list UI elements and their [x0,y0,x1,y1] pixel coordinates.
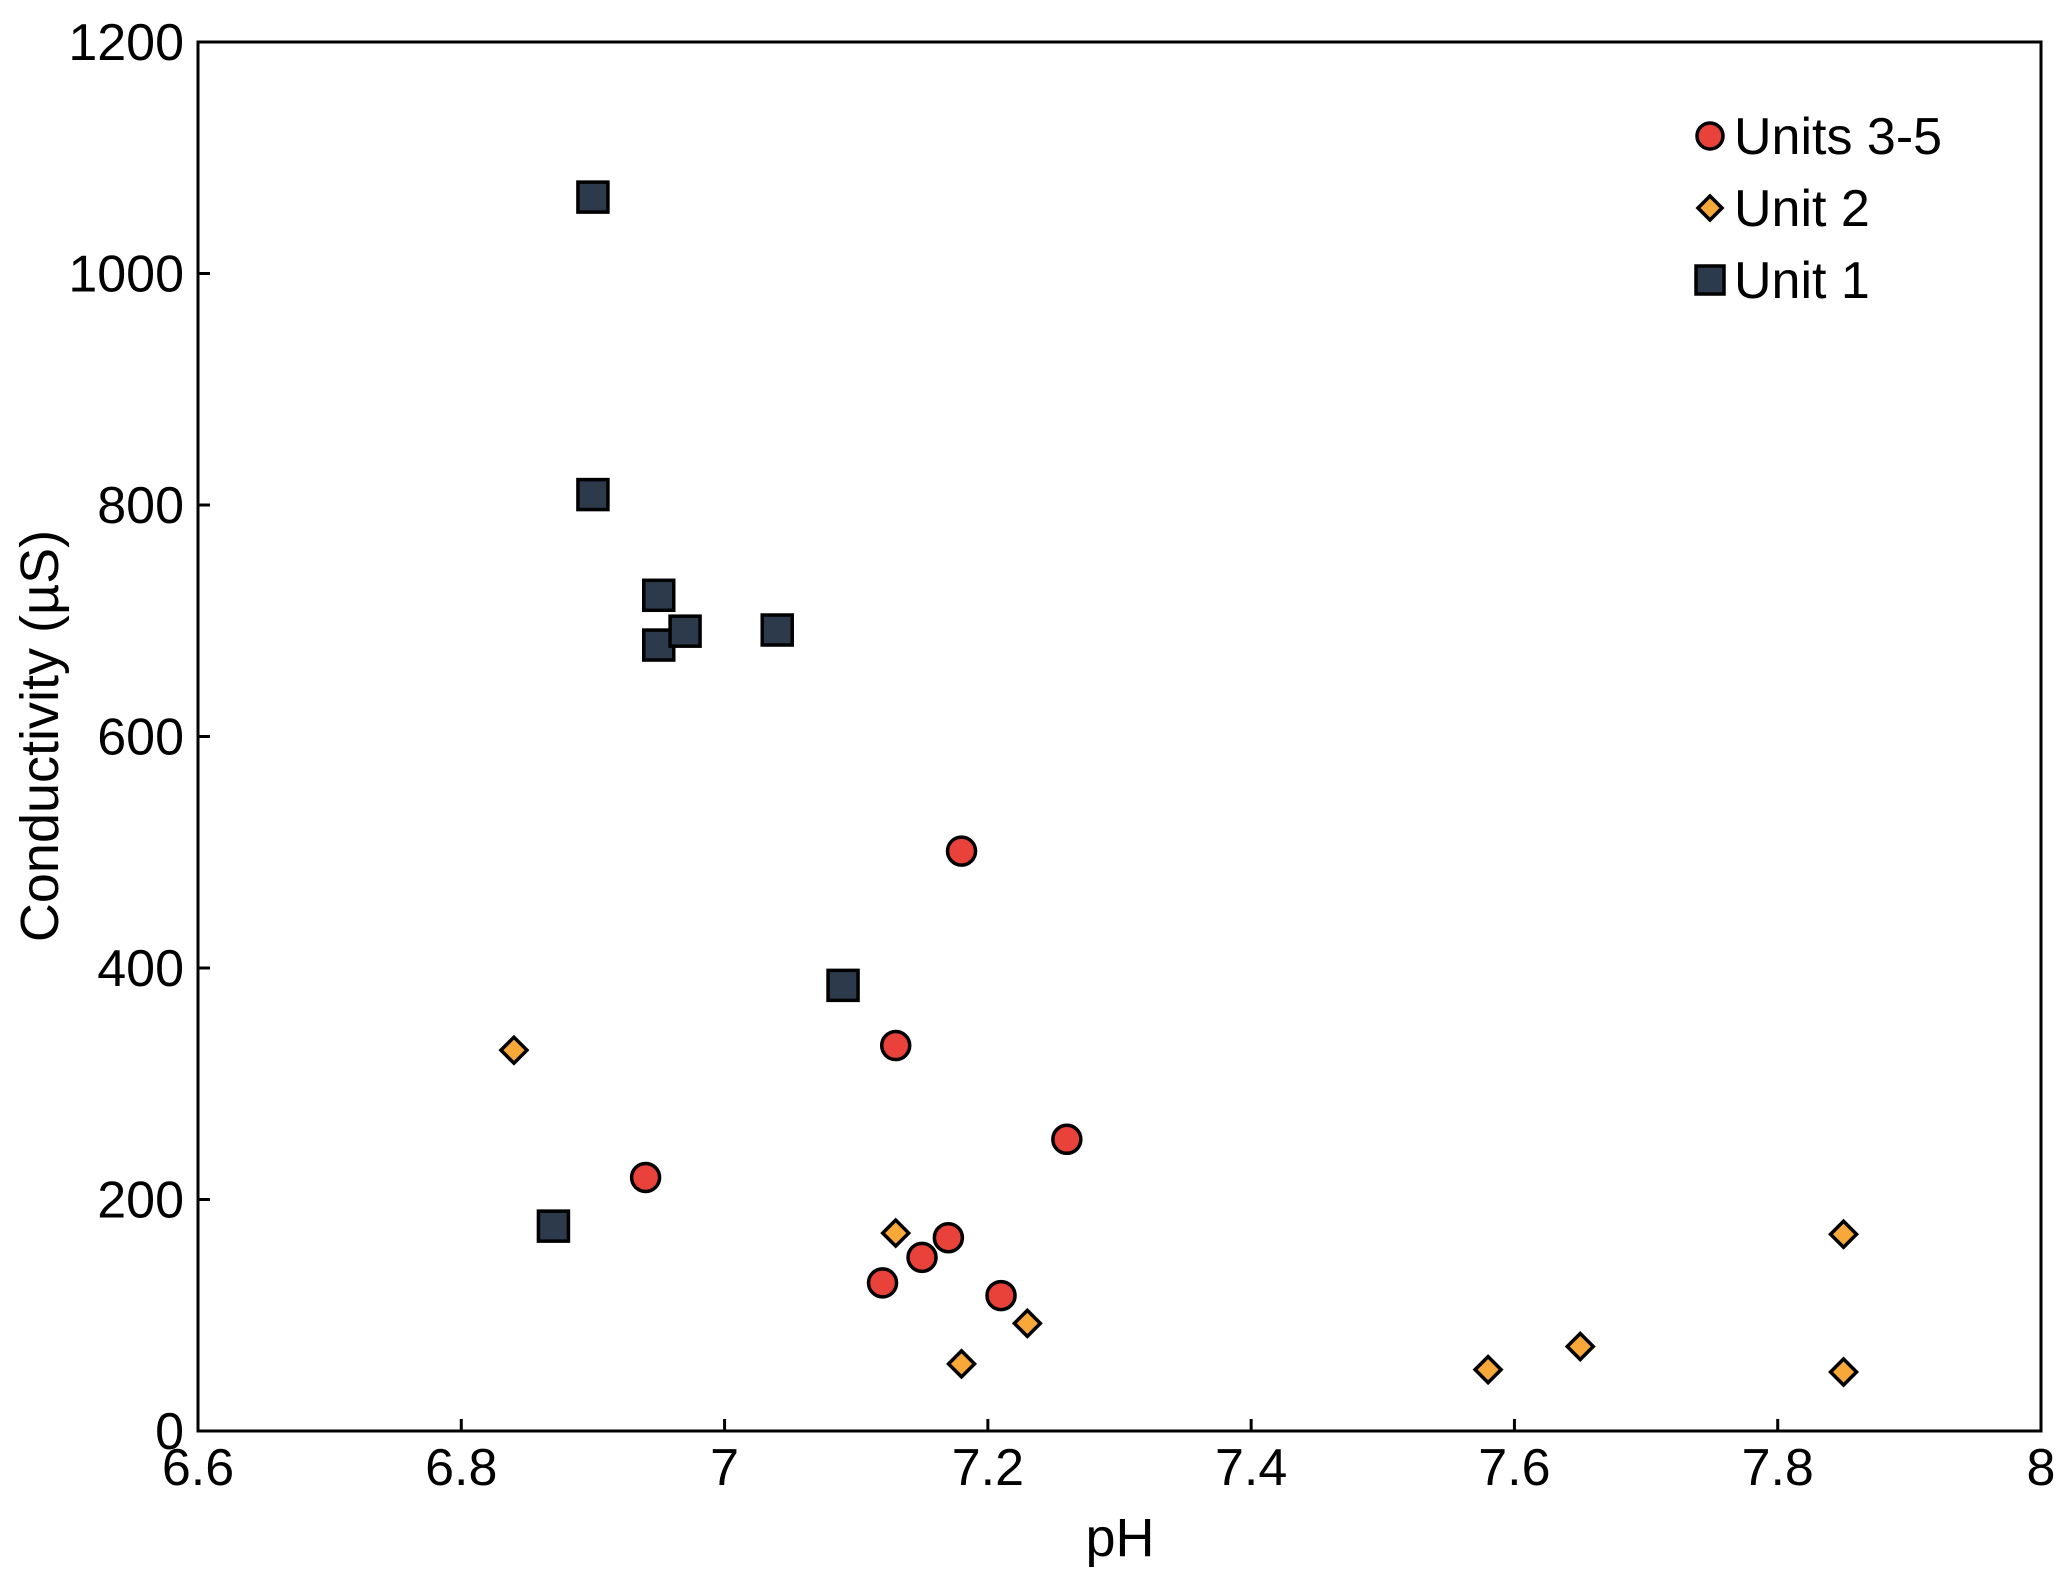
data-point-unit-2 [946,1348,978,1380]
y-tick-label: 400 [97,940,184,998]
legend-marker [1694,264,1726,296]
legend: Units 3-5 Unit 2 Unit 1 [1694,108,1942,310]
x-tick-label: 7.6 [1478,1439,1550,1497]
data-point-unit-1 [760,613,794,647]
data-point-units-3-5 [1051,1123,1083,1156]
x-tick-label: 6.8 [425,1439,497,1497]
data-point-units-3-5 [866,1267,899,1299]
data-point-unit-1 [826,968,860,1003]
plot-area [196,40,2043,1433]
y-tick-label: 1200 [68,14,184,72]
x-axis-title: pH [1085,1508,1154,1568]
y-tick-label: 0 [155,1403,184,1461]
data-point-unit-2 [1828,1218,1860,1250]
data-point-unit-1 [576,180,610,214]
y-tick-label: 200 [97,1172,184,1230]
legend-marker [1695,193,1725,223]
data-point-unit-2 [1828,1356,1860,1388]
data-point-units-3-5 [985,1279,1017,1312]
data-point-units-3-5 [945,835,978,867]
data-point-unit-2 [880,1217,912,1249]
data-point-unit-1 [576,477,610,512]
legend-marker [1695,121,1725,151]
data-point-units-3-5 [879,1029,912,1062]
data-point-units-3-5 [629,1161,662,1194]
data-point-unit-1 [642,578,676,613]
x-tick-label: 7.4 [1215,1439,1287,1497]
data-point-unit-1 [668,614,702,648]
y-axis-title: Conductivity (µS) [10,530,70,942]
data-point-unit-2 [498,1034,530,1066]
x-tick-label: 8 [2027,1439,2056,1497]
data-points [498,180,1860,1388]
data-point-unit-2 [1564,1331,1596,1362]
x-tick-label: 7.8 [1742,1439,1814,1497]
y-tick-label: 1000 [68,246,184,304]
x-tick-label: 7 [710,1439,739,1497]
y-axis-ticks: 0 200 400 600 800 1000 1200 [68,14,210,1461]
legend-label: Unit 2 [1734,180,1870,238]
data-point-units-3-5 [932,1221,965,1254]
legend-label: Units 3-5 [1734,108,1942,166]
x-tick-label: 6.6 [162,1439,234,1497]
x-axis-ticks: 6.6 6.8 7 7.2 7.4 7.6 7.8 8 [162,1419,2056,1497]
data-point-unit-2 [1472,1354,1504,1386]
y-tick-label: 600 [97,709,184,767]
data-point-unit-1 [536,1209,571,1243]
legend-label: Unit 1 [1734,252,1870,310]
x-tick-label: 7.2 [952,1439,1024,1497]
data-point-units-3-5 [906,1241,938,1274]
data-point-unit-2 [1011,1307,1043,1339]
y-tick-label: 800 [97,477,184,535]
